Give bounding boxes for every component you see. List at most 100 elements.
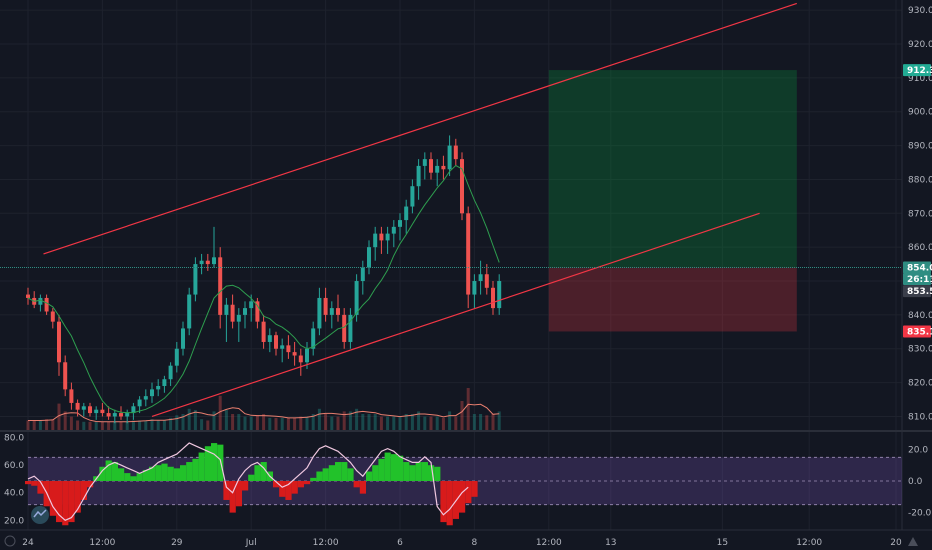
candle-body [156,385,161,390]
candle-body [193,264,198,295]
long-position-tool[interactable] [548,70,797,332]
candle-body [88,406,92,414]
price-tick-label: 930.0 [908,6,932,16]
time-tick-label: 12:00 [89,538,115,548]
volume-bar [423,416,427,430]
candle-body [348,314,353,342]
volume-bar [138,420,142,430]
oscillator-histogram-bar [328,465,335,481]
oscillator-left-tick-label: 80.0 [4,434,24,444]
candle-body [466,213,471,295]
candle-body [106,413,111,417]
price-tick-label: 900.0 [908,108,932,118]
volume-bar [386,416,390,430]
candle-body [205,260,210,265]
candle-body [212,257,216,265]
volume-bar [373,414,377,430]
volume-bar [57,403,61,430]
time-axis[interactable]: 2412:0029Jul12:006812:00131512:00202212:… [22,538,932,548]
oscillator-histogram-bar [465,481,472,504]
price-tick-label: 910.0 [908,74,932,84]
volume-bar [100,421,104,430]
volume-bar [460,401,464,430]
oscillator-histogram-bar [211,443,218,481]
volume-bar [286,417,290,430]
candle-body [26,294,30,298]
volume-bar [311,414,315,430]
price-tag-label: 26:11 [907,275,932,285]
price-axis[interactable]: 810.0820.0830.0840.0850.0860.0870.0880.0… [903,6,932,422]
volume-bar [181,414,185,430]
candle-body [119,413,123,417]
candle-body [255,301,260,322]
oscillator-histogram-bar [421,462,428,481]
volume-bar [76,420,80,430]
candle-body [131,406,136,414]
volume-bar [348,411,352,430]
price-tag-label: 912.3 [907,66,932,76]
candle-body [187,294,192,329]
volume-bar [94,421,98,430]
candle-body [137,399,142,407]
candle-body [404,206,409,221]
volume-bar [299,416,303,430]
candle-body [168,365,173,380]
volume-bar [448,411,452,430]
volume-bar [410,414,414,430]
trend-lines[interactable] [43,2,797,418]
oscillator-histogram-bar [87,481,94,488]
time-tick-label: Jul [245,538,257,548]
price-tag-label: 835.1 [907,327,932,337]
time-tick-label: 6 [397,538,403,548]
candle-body [478,274,483,282]
candle-body [460,159,464,214]
oscillator-pane: 20.0 40.0 60.0 80.0 -20.0 0.0 20.0 [4,434,932,527]
time-tick-label: 12:00 [536,538,562,548]
volume-bar [466,388,470,430]
volume-bar [417,411,421,430]
oscillator-histogram-bar [62,481,69,526]
volume-bar [218,395,222,430]
oscillator-histogram-bar [471,481,478,497]
oscillator-histogram-bar [192,458,199,481]
chart-grid [0,0,932,531]
candle-body [360,267,365,282]
volume-bar [69,416,73,430]
candle-body [292,352,297,356]
candles [26,135,502,424]
oscillator-histogram-bar [446,481,453,526]
candle-body [199,260,204,265]
volume-bar [497,411,501,430]
candle-body [342,314,347,342]
oscillator-right-tick-label: 0.0 [908,477,923,487]
oscillator-histogram-bar [409,465,416,481]
volume-bar [88,421,92,430]
candle-body [249,301,254,309]
oscillator-histogram-bar [173,468,180,481]
candle-body [354,281,359,315]
candle-body [497,281,502,309]
oscillator-left-tick-label: 60.0 [4,461,24,471]
oscillator-histogram-bar [254,465,261,481]
volume-bar [144,420,148,430]
oscillator-histogram-bar [359,481,366,494]
oscillator-histogram-bar [279,481,286,497]
volume-bar [361,414,365,430]
oscillator-histogram-bar [111,462,118,481]
volume-bar [435,416,439,430]
volume-bar [404,414,408,430]
volume-bar [26,420,30,430]
volume-bar [206,420,210,430]
oscillator-histogram-bar [378,458,385,481]
volume-bar [113,421,117,430]
oscillator-histogram-bar [428,465,435,481]
oscillator-histogram-bar [242,481,249,491]
oscillator-histogram-bar [304,481,311,485]
price-tick-label: 810.0 [908,412,932,422]
oscillator-histogram-bar [80,481,87,500]
volume-bar [169,417,173,430]
volume-bar [355,408,359,430]
oscillator-histogram-bar [124,473,131,481]
volume-bar [392,416,396,430]
volume-bar [107,421,111,430]
